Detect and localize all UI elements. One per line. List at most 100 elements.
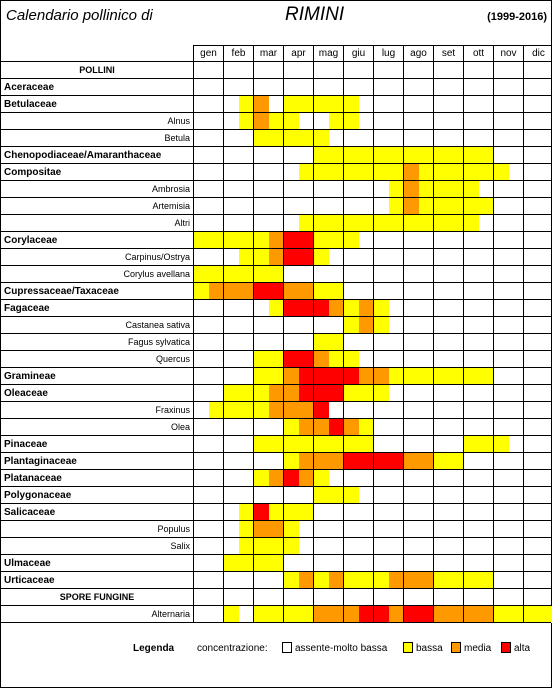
concentration-fill	[344, 351, 359, 368]
month-header-giu: giu	[343, 45, 373, 61]
concentration-fill	[329, 385, 344, 402]
concentration-fill	[269, 402, 284, 419]
legend-item-label: alta	[514, 643, 531, 654]
month-cell	[223, 231, 254, 249]
month-cell	[343, 537, 373, 554]
concentration-fill	[374, 453, 389, 470]
month-cell	[523, 503, 552, 520]
species-label: Salix	[1, 537, 193, 554]
month-cell	[433, 605, 464, 623]
taxon-row: Corylaceae	[1, 231, 552, 249]
month-cell	[283, 265, 313, 282]
month-header-lug: lug	[373, 45, 403, 61]
month-cell	[313, 95, 344, 113]
month-cell	[313, 605, 344, 623]
concentration-fill	[269, 79, 284, 96]
month-cell	[403, 333, 433, 350]
month-cell	[373, 316, 403, 334]
month-cell	[403, 418, 433, 435]
month-cell	[433, 78, 463, 95]
concentration-fill	[254, 606, 269, 623]
concentration-fill	[314, 96, 329, 113]
month-cell	[373, 384, 403, 402]
concentration-fill	[239, 385, 254, 402]
month-cell	[523, 180, 552, 197]
empty-cell	[463, 588, 493, 605]
family-label: Cupressaceae/Taxaceae	[1, 282, 193, 299]
month-cell	[313, 571, 344, 589]
month-cell	[463, 486, 493, 503]
month-cell	[193, 435, 223, 452]
month-cell	[493, 367, 523, 384]
concentration-fill	[434, 368, 449, 385]
concentration-fill	[404, 368, 419, 385]
month-cell	[523, 537, 552, 554]
concentration-fill	[239, 402, 254, 419]
month-cell	[253, 146, 283, 163]
month-cell	[193, 214, 223, 231]
month-cell	[403, 350, 433, 367]
concentration-fill	[209, 266, 224, 283]
concentration-fill	[224, 232, 239, 249]
month-cell	[373, 333, 403, 350]
month-cell	[223, 469, 253, 486]
concentration-fill	[224, 283, 239, 300]
concentration-fill	[299, 470, 314, 487]
month-cell	[343, 95, 373, 113]
month-cell	[223, 418, 253, 435]
taxon-row: Fagus sylvatica	[1, 333, 552, 351]
concentration-fill	[344, 453, 359, 470]
month-cell	[523, 78, 552, 95]
month-cell	[343, 129, 373, 146]
concentration-fill	[359, 215, 374, 232]
month-cell	[313, 486, 344, 504]
month-cell	[343, 401, 373, 418]
month-header-mag: mag	[313, 45, 343, 61]
month-cell	[313, 520, 343, 537]
month-cell	[523, 435, 552, 452]
concentration-fill	[344, 113, 359, 130]
empty-cell	[193, 61, 223, 78]
month-cell	[433, 282, 463, 299]
species-label: Fagus sylvatica	[1, 333, 193, 350]
month-cell	[433, 316, 463, 333]
month-cell	[283, 197, 313, 214]
concentration-fill	[359, 164, 374, 181]
month-cell	[313, 452, 344, 470]
concentration-fill	[269, 300, 284, 317]
month-cell	[253, 214, 283, 231]
concentration-fill	[329, 113, 344, 130]
month-cell	[343, 418, 374, 436]
month-cell	[343, 350, 373, 368]
month-cell	[403, 95, 433, 112]
month-cell	[523, 469, 552, 486]
month-cell	[463, 333, 493, 350]
taxon-row: Alternaria	[1, 605, 552, 623]
month-cell	[523, 520, 552, 537]
concentration-fill	[254, 130, 269, 147]
month-cell	[313, 248, 343, 266]
month-cell	[283, 605, 314, 623]
concentration-fill	[329, 164, 344, 181]
concentration-fill	[329, 606, 344, 623]
month-cell	[403, 435, 433, 452]
concentration-fill	[464, 368, 479, 385]
month-cell	[463, 418, 493, 435]
month-cell	[493, 537, 523, 554]
month-cell	[193, 554, 223, 571]
concentration-fill	[314, 300, 329, 317]
species-label: Olea	[1, 418, 193, 435]
taxon-row: Carpinus/Ostrya	[1, 248, 552, 266]
month-cell	[253, 520, 284, 538]
month-cell	[373, 78, 403, 95]
concentration-fill	[359, 317, 374, 334]
month-cell	[283, 469, 314, 487]
month-cell	[283, 418, 314, 436]
concentration-fill	[314, 113, 329, 130]
month-cell	[463, 197, 494, 215]
month-cell	[433, 333, 463, 350]
species-label: Carpinus/Ostrya	[1, 248, 193, 265]
month-cell	[433, 537, 463, 554]
family-label: Pinaceae	[1, 435, 193, 452]
month-cell	[493, 316, 523, 333]
